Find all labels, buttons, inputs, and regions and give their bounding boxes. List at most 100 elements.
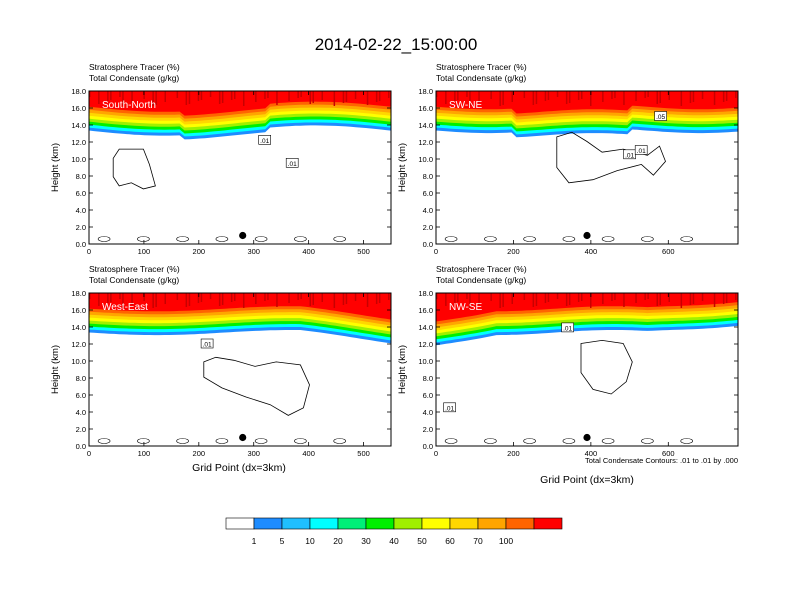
y-tick-label: 0.0 xyxy=(76,240,86,249)
tracer-streak xyxy=(713,293,716,307)
condensate-contour xyxy=(112,148,156,190)
surface-contour xyxy=(523,236,536,242)
condensate-contour xyxy=(580,339,633,395)
tracer-streak xyxy=(454,293,456,303)
surface-contour xyxy=(294,236,307,242)
surface-contour xyxy=(176,438,189,444)
panel-south-north: Stratosphere Tracer (%)Total Condensate … xyxy=(50,62,392,256)
tracer-streak xyxy=(502,293,504,307)
y-tick-label: 10.0 xyxy=(71,155,86,164)
panel-header-condensate: Total Condensate (g/kg) xyxy=(89,73,179,83)
tracer-streak xyxy=(243,91,245,106)
tracer-streak xyxy=(689,91,692,103)
x-tick-label: 200 xyxy=(193,247,206,256)
location-marker xyxy=(583,433,591,442)
tracer-streak xyxy=(354,91,357,99)
section-label: NW-SE xyxy=(449,302,482,313)
y-tick-label: 10.0 xyxy=(418,155,433,164)
x-tick-label: 200 xyxy=(507,449,520,458)
tracer-streak xyxy=(107,293,109,303)
tracer-streak xyxy=(623,293,625,307)
contour-label: .01 xyxy=(260,138,269,145)
tracer-streak xyxy=(366,91,369,105)
tracer-streak xyxy=(532,293,535,307)
colorbar-label: 30 xyxy=(361,536,371,546)
tracer-streak xyxy=(378,293,381,303)
tracer-streak xyxy=(375,91,378,102)
y-tick-label: 16.0 xyxy=(71,104,86,113)
tracer-streak xyxy=(735,91,737,98)
y-tick-label: 0.0 xyxy=(76,442,86,451)
tracer-streak xyxy=(188,91,191,104)
tracer-streak xyxy=(457,293,459,302)
y-tick-label: 6.0 xyxy=(76,391,86,400)
colorbar-label: 100 xyxy=(499,536,513,546)
tracer-streak xyxy=(547,293,550,302)
panel-west-east: Stratosphere Tracer (%)Total Condensate … xyxy=(50,264,392,458)
x-tick-label: 500 xyxy=(357,449,370,458)
y-axis-label: Height (km) xyxy=(397,143,408,192)
y-tick-label: 18.0 xyxy=(418,289,433,298)
tracer-streak xyxy=(535,293,538,306)
tracer-streak xyxy=(722,293,725,304)
tracer-streak xyxy=(535,91,538,104)
y-tick-label: 4.0 xyxy=(423,206,433,215)
tracer-streak xyxy=(568,293,571,305)
tracer-streak xyxy=(644,91,646,98)
tracer-streak xyxy=(611,91,613,99)
panel-header-condensate: Total Condensate (g/kg) xyxy=(436,73,526,83)
tracer-streak xyxy=(490,91,492,99)
surface-contour xyxy=(641,236,654,242)
colorbar-swatch xyxy=(365,517,395,530)
x-axis-label-left: Grid Point (dx=3km) xyxy=(192,462,286,474)
y-tick-label: 14.0 xyxy=(71,121,86,130)
tracer-streak xyxy=(523,293,526,300)
surface-contour xyxy=(484,236,497,242)
tracer-streak xyxy=(590,293,592,308)
surface-contour xyxy=(562,438,576,444)
surface-contour xyxy=(254,236,268,242)
tracer-streak xyxy=(590,91,592,106)
x-tick-label: 300 xyxy=(247,449,260,458)
tracer-streak xyxy=(735,293,737,300)
tracer-streak xyxy=(230,91,233,100)
tracer-streak xyxy=(502,91,504,105)
tracer-streak xyxy=(297,91,299,98)
surface-contour xyxy=(523,438,536,444)
tracer-streak xyxy=(345,91,348,102)
y-tick-label: 2.0 xyxy=(423,223,433,232)
plot-frame xyxy=(88,90,392,245)
tracer-streak xyxy=(152,293,154,308)
x-tick-label: 400 xyxy=(585,247,598,256)
surface-contour xyxy=(484,438,497,444)
location-marker xyxy=(583,231,591,240)
surface-contour xyxy=(444,236,458,242)
tracer-streak xyxy=(197,293,200,303)
y-tick-label: 18.0 xyxy=(71,87,86,96)
y-tick-label: 4.0 xyxy=(76,408,86,417)
tracer-streak xyxy=(544,293,547,303)
y-tick-label: 6.0 xyxy=(76,189,86,198)
tracer-streak xyxy=(602,293,604,304)
y-tick-label: 12.0 xyxy=(418,340,433,349)
panel-header-tracer: Stratosphere Tracer (%) xyxy=(89,62,180,72)
x-tick-label: 200 xyxy=(507,247,520,256)
y-tick-label: 12.0 xyxy=(71,138,86,147)
tracer-streak xyxy=(309,293,311,306)
tracer-streak xyxy=(342,91,345,103)
tracer-streak xyxy=(388,91,390,98)
tracer-streak xyxy=(333,91,336,106)
x-axis-label-right: Grid Point (dx=3km) xyxy=(540,474,634,486)
y-tick-label: 0.0 xyxy=(423,442,433,451)
tracer-streak xyxy=(656,91,658,104)
surface-contour xyxy=(215,236,229,242)
colorbar-swatch xyxy=(505,517,535,530)
tracer-streak xyxy=(98,293,100,306)
tracer-streak xyxy=(544,91,547,101)
condensate-contour xyxy=(203,356,310,416)
location-marker xyxy=(239,433,247,442)
y-tick-label: 8.0 xyxy=(76,172,86,181)
location-marker xyxy=(239,231,247,240)
tracer-streak xyxy=(185,293,188,307)
colorbar-swatch xyxy=(477,517,507,530)
